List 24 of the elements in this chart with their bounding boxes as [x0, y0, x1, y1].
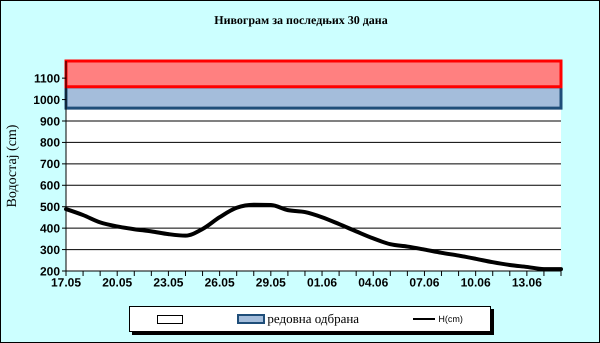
x-tick-label: 01.06 [307, 276, 338, 290]
x-tick-label: 20.05 [102, 276, 133, 290]
x-tick-label: 07.06 [409, 276, 440, 290]
y-tick-label: 1100 [34, 71, 60, 86]
y-tick-label: 1000 [33, 92, 60, 107]
chart-title: Нивограм за последњих 30 дана [213, 13, 389, 28]
legend-label: H(cm) [438, 314, 463, 324]
y-tick-label: 500 [40, 200, 60, 214]
y-tick-label: 400 [40, 221, 60, 236]
y-axis-title: Водостај (cm) [4, 124, 20, 208]
x-tick-label: 23.05 [153, 276, 184, 290]
x-tick-label: 04.06 [358, 276, 389, 290]
x-tick-label: 29.05 [256, 276, 286, 290]
y-tick-label: 800 [40, 136, 60, 150]
x-tick-label: 17.05 [50, 276, 82, 290]
x-tick-label: 10.06 [460, 276, 491, 290]
x-tick-label: 26.05 [204, 276, 235, 290]
x-tick-label: 13.06 [512, 276, 542, 290]
legend-label: редовна одбрана [267, 311, 360, 327]
y-tick-label: 600 [40, 178, 60, 193]
y-tick-label: 300 [40, 242, 60, 257]
y-tick-label: 700 [40, 157, 60, 172]
y-tick-label: 900 [40, 114, 60, 128]
y-tick-label: 200 [40, 264, 60, 278]
